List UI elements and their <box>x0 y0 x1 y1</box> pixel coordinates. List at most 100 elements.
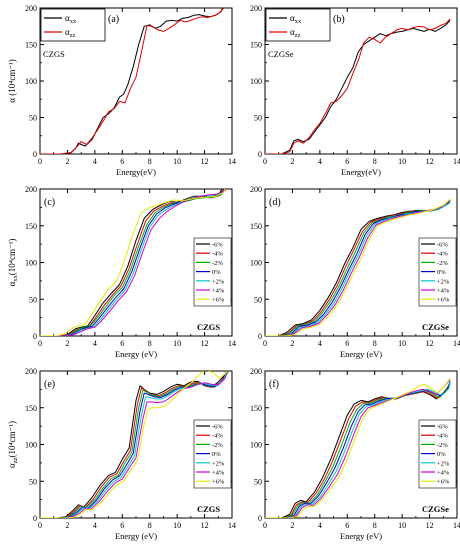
x-tick-label: 4 <box>93 339 97 348</box>
x-tick-label: 14 <box>228 339 236 348</box>
material-label: CZGS <box>43 49 65 59</box>
legend-entry: αzz <box>65 27 76 39</box>
legend-entry: -6% <box>212 424 223 431</box>
y-tick-label: 50 <box>254 477 262 486</box>
panel-d: 0 2 4 6 8 10 12 14 0 50 100 150 200 Energy (eV) (d) CZG… <box>250 185 460 359</box>
legend-entry: +2% <box>212 278 225 285</box>
x-tick-label: 8 <box>148 157 152 166</box>
series-line-f-5 <box>265 379 451 518</box>
y-tick-label: 50 <box>29 114 37 123</box>
panel-label: (b) <box>333 14 345 25</box>
legend-entry: -4% <box>212 433 223 440</box>
series-group <box>265 378 451 518</box>
y-tick-label: 150 <box>25 404 37 413</box>
x-tick-label: 4 <box>318 157 322 166</box>
y-tick-label: 200 <box>250 367 262 376</box>
x-tick-label: 6 <box>345 521 349 530</box>
y-tick-label: 100 <box>250 77 262 86</box>
material-label: CZGS <box>197 322 220 332</box>
series-line-d-5 <box>265 199 451 336</box>
series-line-f-6 <box>265 378 451 518</box>
legend-entry: αxx <box>65 13 77 25</box>
legend-entry: +2% <box>212 460 225 467</box>
x-axis-label: Energy (eV) <box>115 531 157 541</box>
legend-entry: -2% <box>437 260 448 267</box>
series-group <box>40 8 225 154</box>
x-tick-label: 2 <box>65 521 69 530</box>
legend-entry: +2% <box>437 278 450 285</box>
x-tick-label: 8 <box>148 521 152 530</box>
legend-entry: +6% <box>212 297 225 304</box>
x-tick-label: 12 <box>426 521 434 530</box>
y-tick-label: 100 <box>250 441 262 450</box>
series-group <box>265 18 451 154</box>
y-tick-label: 150 <box>25 41 37 50</box>
legend-entry: -4% <box>437 433 448 440</box>
y-tick-label: 0 <box>258 150 262 159</box>
x-tick-label: 10 <box>173 157 181 166</box>
legend-box <box>40 8 106 42</box>
x-tick-label: 6 <box>345 339 349 348</box>
y-tick-label: 50 <box>254 114 262 123</box>
y-tick-label: 50 <box>29 477 37 486</box>
series-group <box>40 371 229 518</box>
x-tick-label: 14 <box>453 521 460 530</box>
x-tick-label: 4 <box>93 157 97 166</box>
y-tick-label: 50 <box>254 295 262 304</box>
panel-label: (e) <box>44 379 55 390</box>
legend-entry: +4% <box>437 470 450 477</box>
x-tick-label: 4 <box>318 521 322 530</box>
legend-entry: +4% <box>212 470 225 477</box>
series-line-b-1 <box>265 18 451 154</box>
legend-entry: -6% <box>212 242 223 249</box>
x-axis-label: Energy(eV) <box>341 167 381 177</box>
y-axis-label: αzz(10⁴cm⁻¹) <box>7 421 19 468</box>
series-line-c-5 <box>40 189 226 336</box>
legend-entry: -2% <box>212 260 223 267</box>
x-tick-label: 12 <box>201 521 209 530</box>
x-tick-label: 6 <box>120 339 124 348</box>
x-tick-label: 6 <box>120 157 124 166</box>
x-tick-label: 4 <box>93 521 97 530</box>
legend-entry: 0% <box>437 451 446 458</box>
legend-entry: 0% <box>212 451 221 458</box>
y-tick-label: 200 <box>250 185 262 194</box>
y-tick-label: 150 <box>25 222 37 231</box>
x-tick-label: 0 <box>263 157 267 166</box>
x-tick-label: 10 <box>398 521 406 530</box>
legend-entry: -2% <box>212 442 223 449</box>
x-axis-label: Energy(eV) <box>116 167 156 177</box>
x-tick-label: 8 <box>148 339 152 348</box>
y-tick-label: 50 <box>29 295 37 304</box>
y-tick-label: 0 <box>258 332 262 341</box>
panel-f: 0 2 4 6 8 10 12 14 0 50 100 150 200 Energy (eV) (f) CZG… <box>250 367 460 541</box>
material-label: CZGS <box>197 504 220 514</box>
x-tick-label: 12 <box>426 157 434 166</box>
series-group <box>40 189 226 336</box>
x-tick-label: 12 <box>201 339 209 348</box>
x-tick-label: 10 <box>173 521 181 530</box>
legend-entry: +4% <box>437 288 450 295</box>
x-tick-label: 0 <box>263 339 267 348</box>
y-tick-label: 200 <box>250 4 262 13</box>
x-tick-label: 10 <box>398 157 406 166</box>
y-tick-label: 0 <box>33 514 37 523</box>
legend-entry: 0% <box>212 269 221 276</box>
legend-entry: 0% <box>437 269 446 276</box>
series-line-e-6 <box>40 371 228 518</box>
panel-label: (d) <box>269 197 281 208</box>
panel-e: 0 2 4 6 8 10 12 14 0 50 100 150 200 Energy (eV) αzz(10… <box>7 367 236 541</box>
x-tick-label: 8 <box>373 157 377 166</box>
x-tick-label: 14 <box>228 521 236 530</box>
material-label: CZGSe <box>422 322 449 332</box>
series-line-c-6 <box>40 189 226 336</box>
x-tick-label: 6 <box>345 157 349 166</box>
x-tick-label: 10 <box>398 339 406 348</box>
legend-entry: +6% <box>437 297 450 304</box>
series-line-a-1 <box>40 8 225 154</box>
series-line-a-0 <box>40 8 224 154</box>
x-axis-label: Energy (eV) <box>340 349 382 359</box>
x-tick-label: 2 <box>290 521 294 530</box>
material-label: CZGSe <box>268 49 294 59</box>
y-tick-label: 200 <box>25 367 37 376</box>
